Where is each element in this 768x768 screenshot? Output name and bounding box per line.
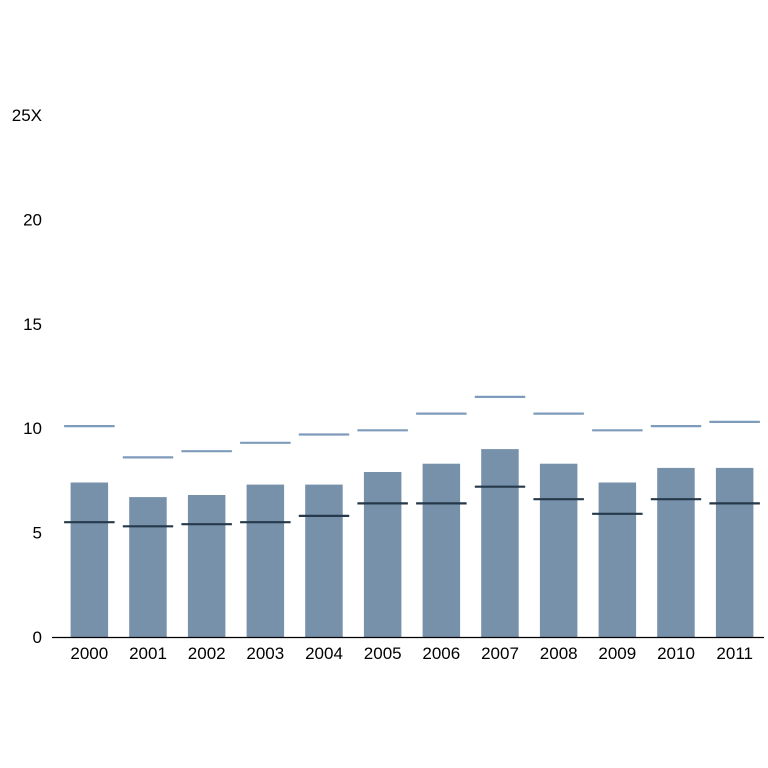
bar-2010 bbox=[657, 467, 695, 637]
y-tick-label: 10 bbox=[23, 419, 42, 438]
bar-2004 bbox=[305, 484, 343, 637]
y-tick-label: 20 bbox=[23, 210, 42, 229]
x-tick-label: 2002 bbox=[188, 644, 226, 663]
bar-2007 bbox=[481, 449, 519, 637]
x-tick-label: 2006 bbox=[422, 644, 460, 663]
x-tick-label: 2009 bbox=[598, 644, 636, 663]
y-tick-label: 15 bbox=[23, 315, 42, 334]
y-tick-label: 25X bbox=[12, 106, 42, 125]
bar-2001 bbox=[129, 497, 167, 637]
bar-2006 bbox=[422, 463, 461, 637]
bar-2002 bbox=[187, 495, 226, 637]
y-tick-labels: 0 5 10 15 20 25X bbox=[12, 106, 42, 647]
x-tick-label: 2005 bbox=[364, 644, 402, 663]
x-tick-label: 2007 bbox=[481, 644, 519, 663]
bar-2009 bbox=[598, 482, 637, 637]
y-tick-label: 5 bbox=[33, 524, 42, 543]
x-tick-labels: 2000 2001 2002 2003 2004 2005 2006 2007 2008 2009… bbox=[70, 644, 753, 663]
x-tick-label: 2010 bbox=[657, 644, 695, 663]
bar-2005 bbox=[363, 472, 402, 637]
x-tick-label: 2004 bbox=[305, 644, 343, 663]
y-tick-label: 0 bbox=[33, 628, 42, 647]
x-tick-label: 2011 bbox=[716, 644, 753, 663]
x-tick-label: 2003 bbox=[246, 644, 284, 663]
bar-2000 bbox=[70, 482, 109, 637]
bar-2011 bbox=[715, 467, 754, 637]
x-tick-label: 2008 bbox=[540, 644, 578, 663]
markers-layer bbox=[64, 395, 760, 528]
bar-2008 bbox=[539, 463, 578, 637]
bars-layer bbox=[70, 449, 754, 637]
bar-2003 bbox=[246, 484, 285, 637]
x-tick-label: 2001 bbox=[129, 644, 167, 663]
x-tick-label: 2000 bbox=[70, 644, 108, 663]
